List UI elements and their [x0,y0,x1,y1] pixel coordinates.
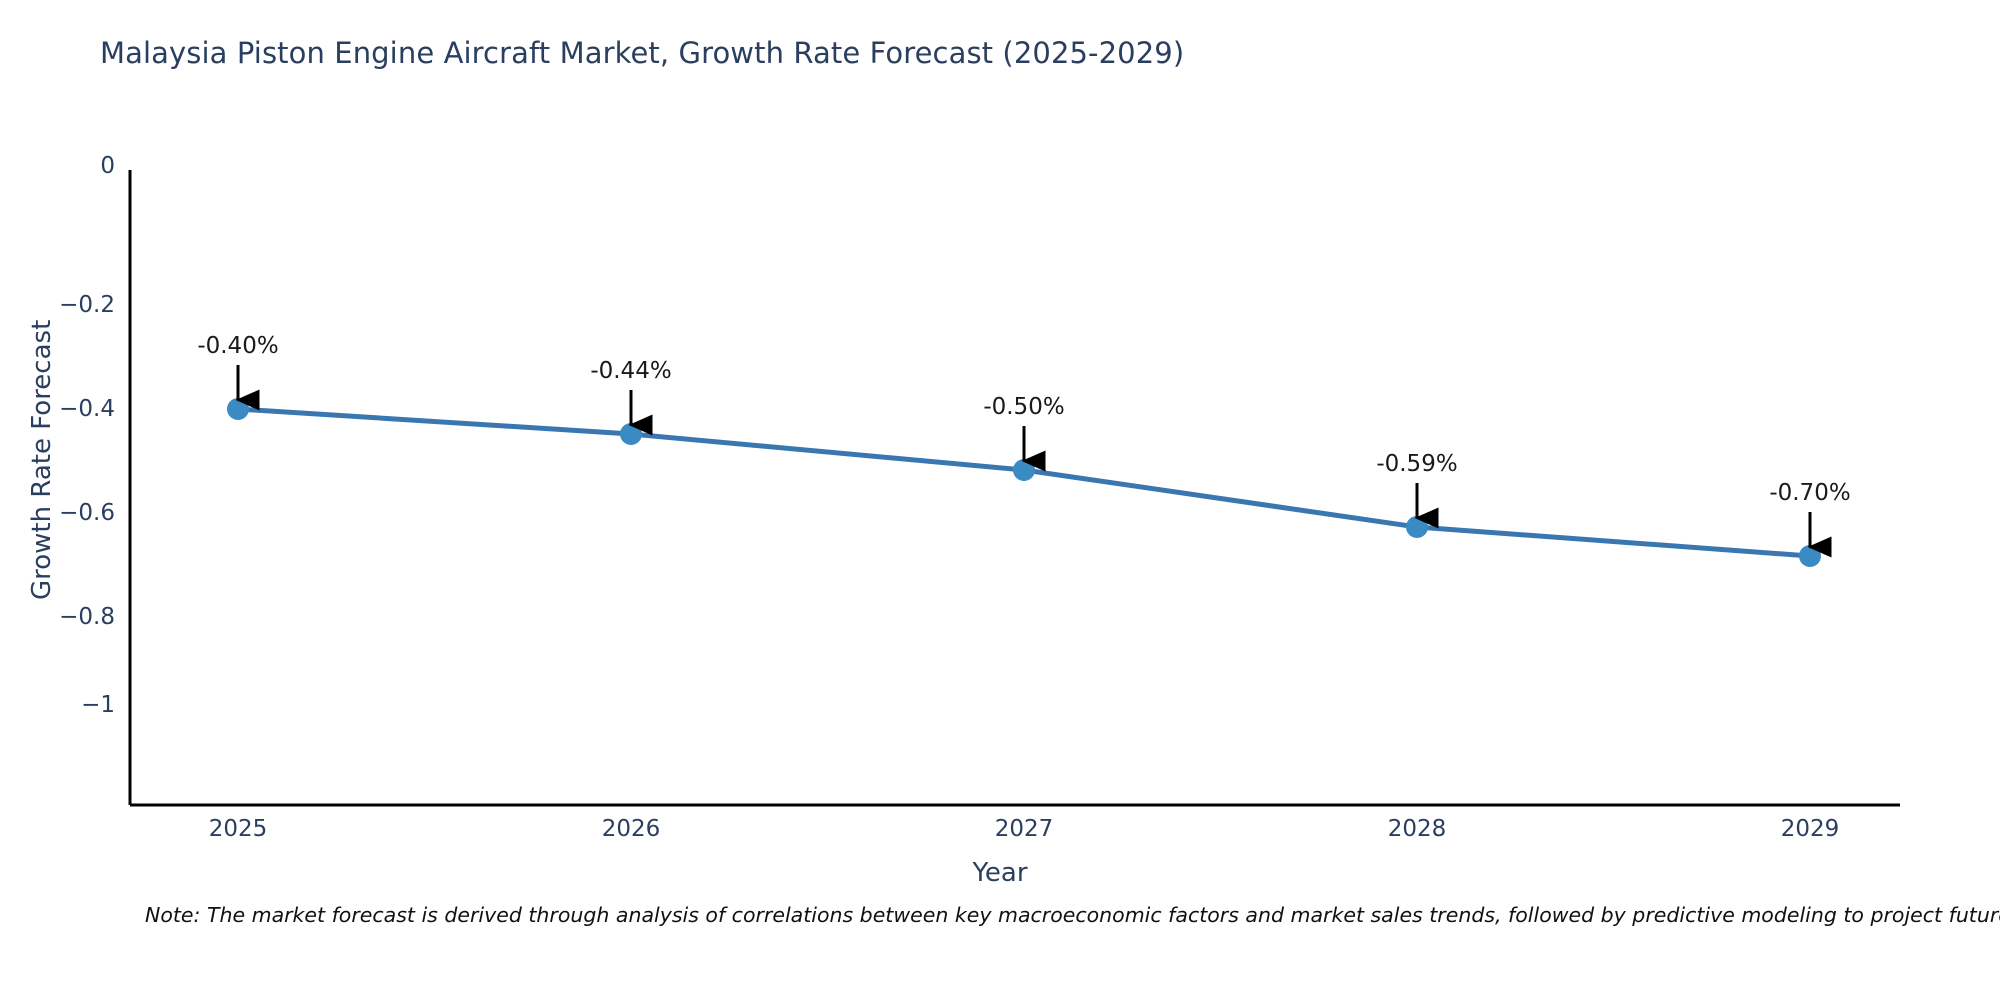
footnote-text: Note: The market forecast is derived thr… [145,903,2000,927]
y-tick-label: −0.2 [59,292,115,318]
x-tick-label: 2027 [994,816,1054,842]
x-tick-label: 2028 [1387,816,1447,842]
data-label: -0.44% [590,358,672,384]
data-point-marker[interactable] [1406,516,1428,538]
data-point-marker[interactable] [1013,459,1035,481]
data-label: -0.59% [1376,451,1458,477]
data-label: -0.40% [197,333,279,359]
y-tick-label: −0.4 [59,396,115,422]
x-axis-title: Year [972,858,1028,888]
data-point-marker[interactable] [620,423,642,445]
y-tick-label: 0 [100,153,115,179]
y-tick-label: −0.6 [59,500,115,526]
x-tick-label: 2029 [1780,816,1840,842]
y-axis-title: Growth Rate Forecast [27,319,57,600]
data-label: -0.50% [983,394,1065,420]
chart-title: Malaysia Piston Engine Aircraft Market, … [100,36,1185,70]
data-point-marker[interactable] [1799,545,1821,567]
y-tick-label: −0.8 [59,604,115,630]
data-label: -0.70% [1769,480,1851,506]
x-tick-label: 2025 [208,816,268,842]
x-tick-label: 2026 [601,816,661,842]
y-tick-label: −1 [81,692,115,718]
data-point-marker[interactable] [227,398,249,420]
